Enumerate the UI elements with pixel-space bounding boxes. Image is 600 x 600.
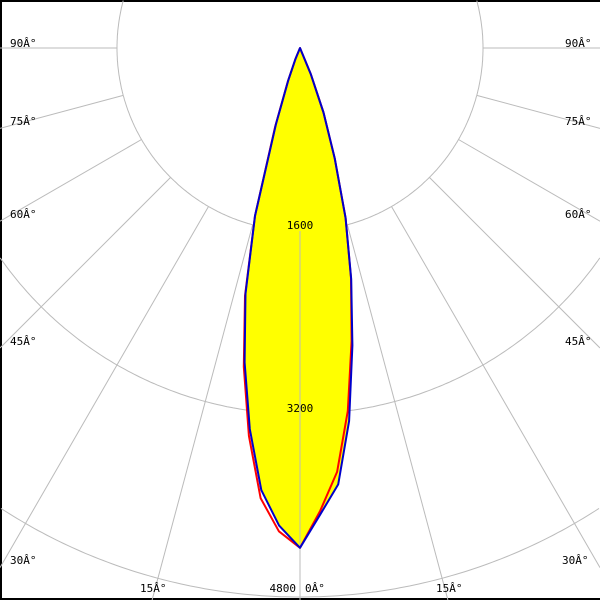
angle-label-75-left: 75Â° <box>10 115 37 128</box>
beam-fill <box>244 48 353 548</box>
grid-circle-3200 <box>0 257 300 415</box>
angle-label-60-right: 60Â° <box>565 208 592 221</box>
grid-spoke-right-75 <box>476 94 600 129</box>
intensity-curve-2 <box>243 47 354 549</box>
grid-spoke-right-15 <box>346 224 449 600</box>
angle-label-15-right: 15Â° <box>436 582 463 595</box>
radial-tick-label: 1600 <box>287 219 314 232</box>
grid-circle-3200 <box>300 257 600 415</box>
angle-label-15-left: 15Â° <box>140 582 167 595</box>
angle-label-75-right: 75Â° <box>565 115 592 128</box>
grid-spoke-left-45 <box>0 177 171 349</box>
grid-spoke-left-60 <box>0 139 142 222</box>
grid-spoke-left-30 <box>0 206 209 568</box>
grid-spoke-right-60 <box>458 139 600 222</box>
angle-label-45-right: 45Â° <box>565 335 592 348</box>
angle-label-90-left: 90Â° <box>10 37 37 50</box>
grid-spoke-left-75 <box>0 94 124 129</box>
angle-label-30-left: 30Â° <box>10 554 37 567</box>
grid-spoke-right-45 <box>429 177 600 349</box>
grid-circle-4800 <box>0 507 300 598</box>
grid-spoke-left-15 <box>151 224 254 600</box>
grid-circle-1600 <box>116 0 300 232</box>
radial-tick-label: 3200 <box>287 402 314 415</box>
angle-label-30-right: 30Â° <box>562 554 589 567</box>
angle-label-0-left: 0Â° <box>305 582 325 595</box>
radial-tick-label: 4800 <box>270 582 297 595</box>
grid-spoke-right-30 <box>391 206 600 568</box>
grid-circle-1600 <box>300 0 484 232</box>
angle-label-45-left: 45Â° <box>10 335 37 348</box>
grid-circle-4800 <box>300 507 600 598</box>
angle-label-90-right: 90Â° <box>565 37 592 50</box>
angle-label-60-left: 60Â° <box>10 208 37 221</box>
